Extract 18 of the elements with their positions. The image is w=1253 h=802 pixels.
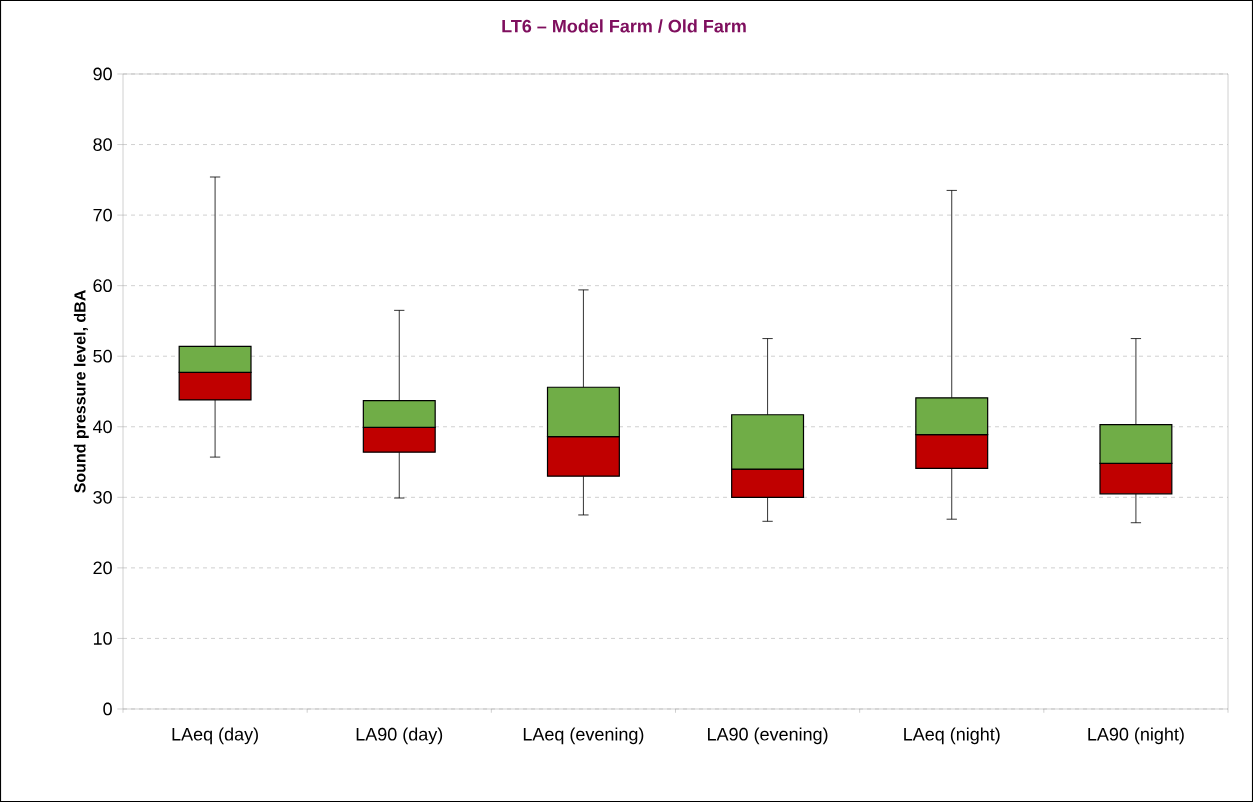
y-tick-label: 20	[93, 561, 112, 575]
y-tick-label: 60	[93, 279, 112, 293]
y-tick-label: 30	[93, 490, 112, 504]
y-tick-label: 50	[93, 349, 112, 363]
x-tick-label: LA90 (night)	[1088, 727, 1184, 745]
y-tick-label: 70	[93, 208, 112, 222]
x-tick-label: LA90 (day)	[356, 727, 443, 745]
x-tick-label: LAeq (evening)	[523, 727, 644, 745]
y-tick-label: 10	[93, 632, 112, 645]
chart-title: LT6 – Model Farm / Old Farm	[502, 19, 746, 33]
x-tick-label: LA90 (evening)	[708, 727, 828, 745]
y-tick-label: 90	[93, 67, 112, 81]
y-tick-label: 0	[103, 702, 112, 716]
x-tick-label: LAeq (night)	[904, 727, 1000, 745]
y-tick-label: 80	[93, 138, 112, 151]
y-axis-title: Sound pressure level, dBA	[73, 290, 89, 493]
x-tick-label: LAeq (day)	[172, 727, 258, 745]
y-tick-label: 40	[93, 420, 112, 434]
